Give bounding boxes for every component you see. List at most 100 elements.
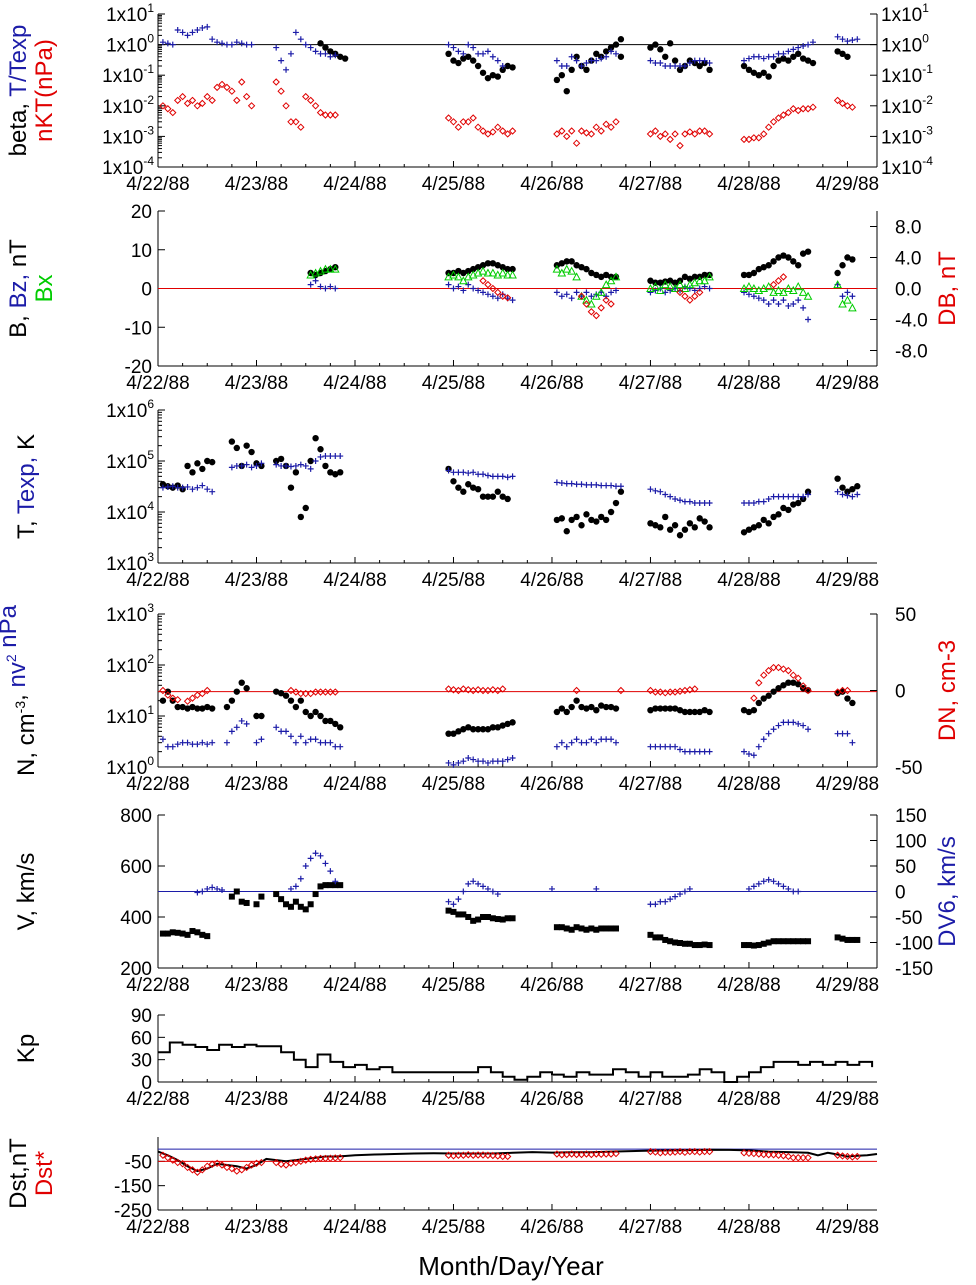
data-point xyxy=(287,733,294,740)
data-point xyxy=(839,688,846,695)
data-point xyxy=(764,123,773,131)
data-point xyxy=(208,705,216,712)
data-point xyxy=(450,57,457,64)
data-point xyxy=(460,269,467,277)
data-point xyxy=(272,457,280,465)
data-point xyxy=(553,516,561,524)
data-point xyxy=(460,55,467,62)
data-point xyxy=(332,878,339,885)
y-axis-label-part: beta, xyxy=(5,97,32,157)
series-dst-0 xyxy=(157,1148,878,1173)
y-axis-label-part: nT xyxy=(5,239,32,267)
data-point xyxy=(665,282,675,291)
data-point xyxy=(691,524,698,531)
data-point xyxy=(774,285,783,294)
data-point xyxy=(652,901,659,908)
data-point xyxy=(750,269,758,277)
data-point xyxy=(203,92,211,101)
data-point xyxy=(784,283,793,292)
data-point xyxy=(578,925,585,932)
data-point xyxy=(696,288,704,297)
data-point xyxy=(444,685,453,693)
y-axis-label: V, km/s xyxy=(13,853,40,931)
data-point xyxy=(258,460,265,467)
data-point xyxy=(800,304,807,311)
data-point xyxy=(740,135,748,144)
data-point xyxy=(667,896,674,903)
data-point xyxy=(784,1152,793,1161)
data-point xyxy=(647,520,654,527)
data-point xyxy=(273,461,280,468)
data-point xyxy=(503,294,512,302)
x-tick-label: 4/29/88 xyxy=(816,1089,879,1110)
data-point xyxy=(656,688,665,696)
data-point xyxy=(272,1158,280,1167)
data-point xyxy=(780,682,787,689)
x-tick-label: 4/23/88 xyxy=(225,1217,288,1238)
y-tick-label: -50 xyxy=(125,1152,152,1173)
data-point xyxy=(327,868,334,875)
data-point xyxy=(174,27,181,34)
y-tick-label: 1x100 xyxy=(106,754,154,779)
data-point xyxy=(593,739,600,746)
y-tick-label-exp: 6 xyxy=(147,397,154,411)
data-point xyxy=(169,41,176,48)
x-tick-label: 4/23/88 xyxy=(225,570,288,591)
data-point xyxy=(494,916,501,923)
data-point xyxy=(494,724,502,731)
data-point xyxy=(800,722,807,729)
data-point xyxy=(228,893,235,900)
x-tick-label: 4/26/88 xyxy=(520,570,583,591)
data-point xyxy=(834,488,841,495)
x-tick-label: 4/26/88 xyxy=(520,373,583,394)
y-tick-label-base: 1x10 xyxy=(102,97,143,118)
data-point xyxy=(223,83,231,92)
data-point xyxy=(745,66,753,74)
data-point xyxy=(317,283,324,290)
data-point xyxy=(681,130,689,138)
data-point xyxy=(681,273,689,281)
data-point xyxy=(593,271,600,279)
data-point xyxy=(578,62,585,69)
data-point xyxy=(228,697,236,704)
x-tick-label: 4/24/88 xyxy=(323,1089,386,1110)
data-point xyxy=(218,80,226,89)
data-point xyxy=(848,303,857,312)
data-point xyxy=(593,518,600,525)
data-point xyxy=(578,522,585,529)
data-point xyxy=(661,130,669,138)
data-point xyxy=(598,702,605,709)
data-point xyxy=(612,739,619,746)
data-point xyxy=(337,724,344,731)
data-point xyxy=(287,50,294,57)
data-point xyxy=(499,685,507,693)
data-point xyxy=(598,55,605,62)
data-point xyxy=(755,880,762,887)
data-point xyxy=(233,888,240,895)
data-point xyxy=(672,495,679,502)
data-point xyxy=(598,273,605,281)
data-point xyxy=(741,748,748,755)
y-tick-label-base: 1x10 xyxy=(106,605,147,626)
series-line xyxy=(158,1041,874,1083)
data-point xyxy=(844,730,851,737)
data-point xyxy=(173,1158,182,1167)
data-point xyxy=(189,703,196,711)
data-point xyxy=(484,759,491,766)
x-tick-label: 4/22/88 xyxy=(126,1217,189,1238)
data-point xyxy=(307,855,314,862)
data-point xyxy=(238,40,245,47)
data-point xyxy=(499,758,506,765)
series-line xyxy=(157,1148,878,1173)
data-point xyxy=(612,273,620,281)
data-point xyxy=(774,663,783,672)
data-point xyxy=(780,297,787,304)
x-tick-label: 4/28/88 xyxy=(717,174,780,195)
data-point xyxy=(598,925,605,932)
data-point xyxy=(809,59,817,67)
data-point xyxy=(465,281,472,288)
data-point xyxy=(795,50,802,58)
data-point xyxy=(779,273,788,281)
data-point xyxy=(657,705,664,712)
data-point xyxy=(292,688,300,696)
